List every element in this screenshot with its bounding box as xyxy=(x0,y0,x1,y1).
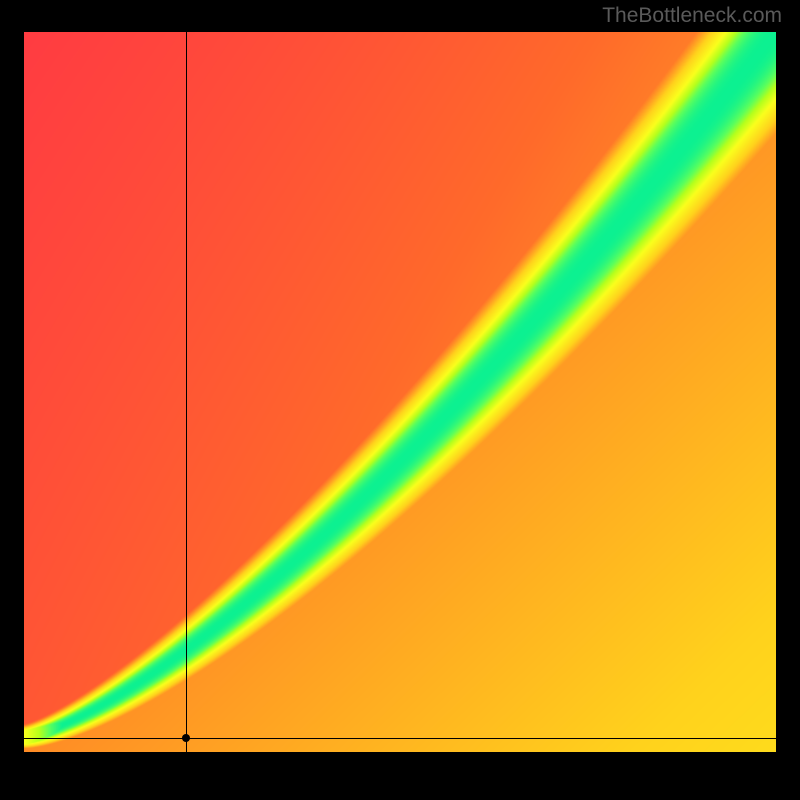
chart-container: TheBottleneck.com xyxy=(0,0,800,800)
watermark-text: TheBottleneck.com xyxy=(602,4,782,28)
crosshair-horizontal xyxy=(24,738,776,739)
crosshair-vertical xyxy=(186,32,187,752)
heatmap-canvas xyxy=(24,32,776,752)
heatmap-plot xyxy=(24,32,776,752)
crosshair-marker xyxy=(182,734,190,742)
